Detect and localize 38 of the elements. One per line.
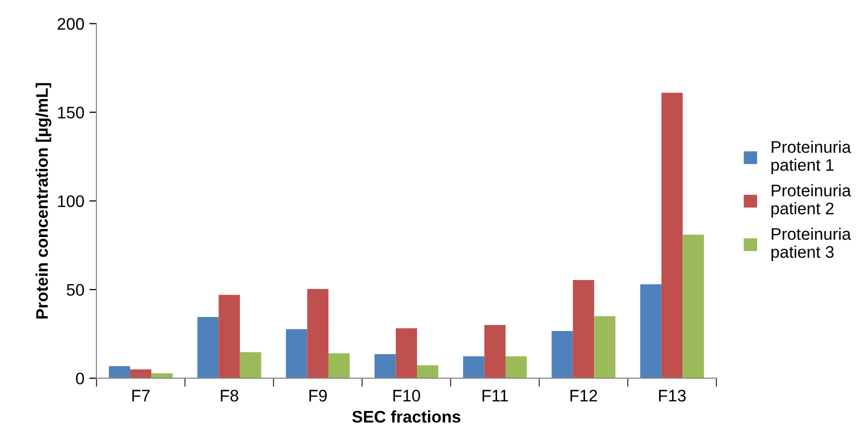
x-tick-label: F9	[309, 390, 327, 402]
x-axis-title: SEC fractions	[352, 410, 460, 423]
bar	[463, 356, 484, 378]
y-tick-label: 100	[58, 195, 84, 208]
legend-label: Proteinuria patient 3	[771, 228, 852, 262]
bar	[417, 365, 438, 378]
bar	[661, 92, 683, 378]
bar	[218, 294, 240, 378]
bar	[640, 284, 662, 378]
x-tick-label: F10	[393, 390, 420, 402]
bar	[286, 329, 308, 378]
bar	[328, 353, 350, 378]
bar	[572, 280, 594, 378]
x-tick-label: F11	[482, 390, 508, 402]
legend-label: Proteinuria patient 2	[771, 184, 852, 218]
bar	[374, 354, 396, 378]
bar	[594, 316, 616, 378]
bar	[130, 369, 152, 378]
y-tick-label: 150	[58, 106, 84, 118]
x-tick-label: F13	[659, 390, 686, 402]
bar	[396, 328, 418, 378]
bar	[506, 356, 527, 378]
bar	[197, 317, 219, 378]
bar	[307, 289, 328, 378]
y-tick-label: 200	[58, 18, 84, 30]
bar	[682, 234, 704, 378]
x-tick-label: F7	[132, 390, 150, 402]
bar	[484, 325, 506, 378]
bar	[240, 352, 262, 378]
bar	[108, 366, 130, 378]
y-tick-label: 50	[66, 284, 84, 296]
x-tick-label: F8	[220, 390, 238, 402]
bar	[552, 331, 573, 378]
y-tick-label: 0	[76, 372, 84, 384]
x-tick-label: F12	[570, 390, 598, 402]
bar	[151, 373, 173, 378]
legend-label: Proteinuria patient 1	[771, 140, 852, 174]
y-axis-title: Protein concentration [µg/mL]	[36, 83, 52, 318]
